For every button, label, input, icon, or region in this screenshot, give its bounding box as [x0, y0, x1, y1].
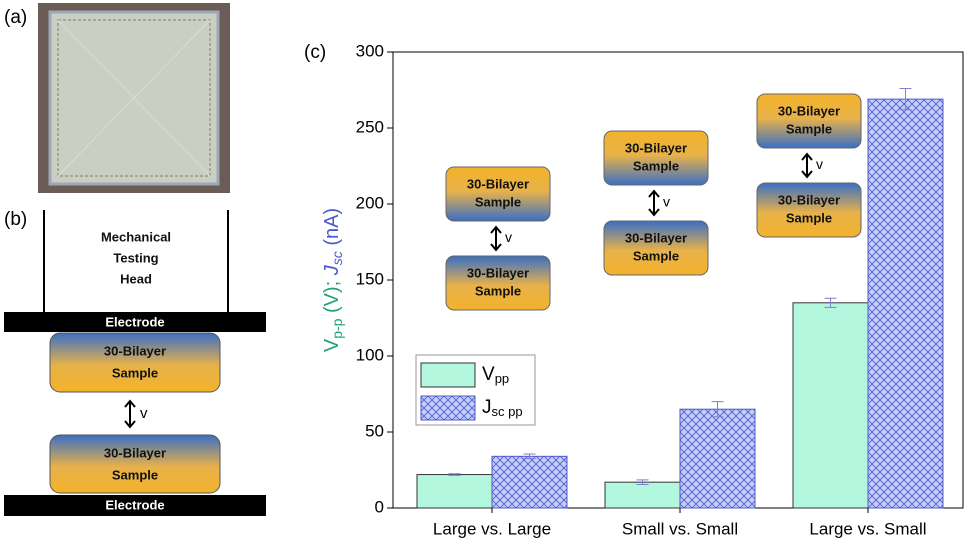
- error-bar: [711, 401, 724, 418]
- head-label: Head: [120, 271, 152, 286]
- legend-swatch: [420, 362, 476, 388]
- y-axis-label: Vp-p (V); Jsc (nA): [321, 208, 344, 352]
- y-axis-label-part: V: [321, 338, 343, 352]
- motion-label: v: [140, 405, 148, 422]
- error-bar: [899, 87, 912, 111]
- sample-box: [603, 130, 709, 186]
- bar: [416, 474, 493, 509]
- bar: [679, 408, 756, 509]
- error-bar: [824, 297, 837, 308]
- sample-box: [445, 255, 551, 311]
- motion-label: v: [505, 229, 512, 245]
- error-bar: [448, 473, 461, 476]
- chart: 0 50 100 150 200 250 300 Vp-p (V); Jsc (nA) Larg…: [321, 41, 964, 538]
- electrode-label: Electrode: [105, 314, 164, 329]
- y-tick-label: 100: [356, 345, 384, 364]
- y-tick-label: 0: [375, 497, 384, 516]
- sample-label: Sample: [786, 210, 832, 225]
- sample-label: Sample: [475, 194, 521, 209]
- motion-arrow: [801, 152, 813, 179]
- y-axis-label-part: (V);: [321, 275, 343, 318]
- sample-label: 30-Bilayer: [104, 445, 166, 460]
- y-axis-label-part: J: [321, 264, 343, 276]
- bar: [604, 481, 681, 509]
- bar: [867, 98, 944, 509]
- sample-box: [756, 182, 862, 238]
- panel-label: (c): [304, 42, 326, 63]
- y-tick-label: 300: [356, 41, 384, 60]
- y-tick-label: 50: [365, 421, 384, 440]
- sample-label: 30-Bilayer: [778, 103, 840, 118]
- sample-label: 30-Bilayer: [625, 140, 687, 155]
- sample-box: [603, 220, 709, 276]
- y-tick-label: 200: [356, 193, 384, 212]
- sample-box: [756, 93, 862, 149]
- y-tick-label: 150: [356, 269, 384, 288]
- sample-label: Sample: [475, 283, 521, 298]
- motion-arrow: [648, 189, 660, 217]
- sample-label: 30-Bilayer: [467, 265, 529, 280]
- sample-label: Sample: [112, 365, 158, 380]
- y-axis-label-part: (nA): [321, 208, 343, 251]
- legend-name: J: [482, 397, 492, 418]
- motion-label: v: [816, 156, 823, 172]
- motion-label: v: [663, 194, 670, 210]
- y-axis-label-part: sc: [329, 251, 345, 265]
- bar: [792, 302, 869, 509]
- sample-label: Sample: [633, 248, 679, 263]
- x-tick-label: Large vs. Large: [433, 519, 551, 538]
- sample-label: Sample: [112, 467, 158, 482]
- bar: [491, 455, 568, 509]
- legend-label: Vpp: [482, 364, 509, 386]
- legend-sub: pp: [495, 371, 509, 386]
- legend-label: Jsc pp: [482, 397, 523, 419]
- error-bar: [523, 453, 536, 460]
- fabric-photo: [38, 3, 230, 193]
- head-label: Mechanical: [101, 229, 171, 244]
- error-bar: [636, 479, 649, 485]
- sample-label: Sample: [633, 158, 679, 173]
- motion-arrow: [490, 225, 502, 252]
- sample-label: 30-Bilayer: [104, 343, 166, 358]
- sample-label: 30-Bilayer: [778, 192, 840, 207]
- sample-box: [445, 166, 551, 222]
- legend-swatch: [420, 395, 476, 421]
- y-tick-label: 250: [356, 117, 384, 136]
- electrode-label: Electrode: [105, 497, 164, 512]
- panel-label: (b): [4, 209, 27, 230]
- legend-name: V: [482, 364, 495, 385]
- test-diagram: Mechanical Testing Head Electrode 30-Bil…: [4, 210, 266, 516]
- sample-label: 30-Bilayer: [467, 176, 529, 191]
- sample-label: 30-Bilayer: [625, 230, 687, 245]
- panel-label: (a): [4, 7, 27, 28]
- x-tick-label: Small vs. Small: [622, 519, 738, 538]
- x-tick-label: Large vs. Small: [809, 519, 926, 538]
- head-label: Testing: [113, 250, 158, 265]
- sample-label: Sample: [786, 121, 832, 136]
- legend-sub: sc pp: [492, 404, 523, 419]
- y-axis-label-part: p-p: [329, 318, 345, 338]
